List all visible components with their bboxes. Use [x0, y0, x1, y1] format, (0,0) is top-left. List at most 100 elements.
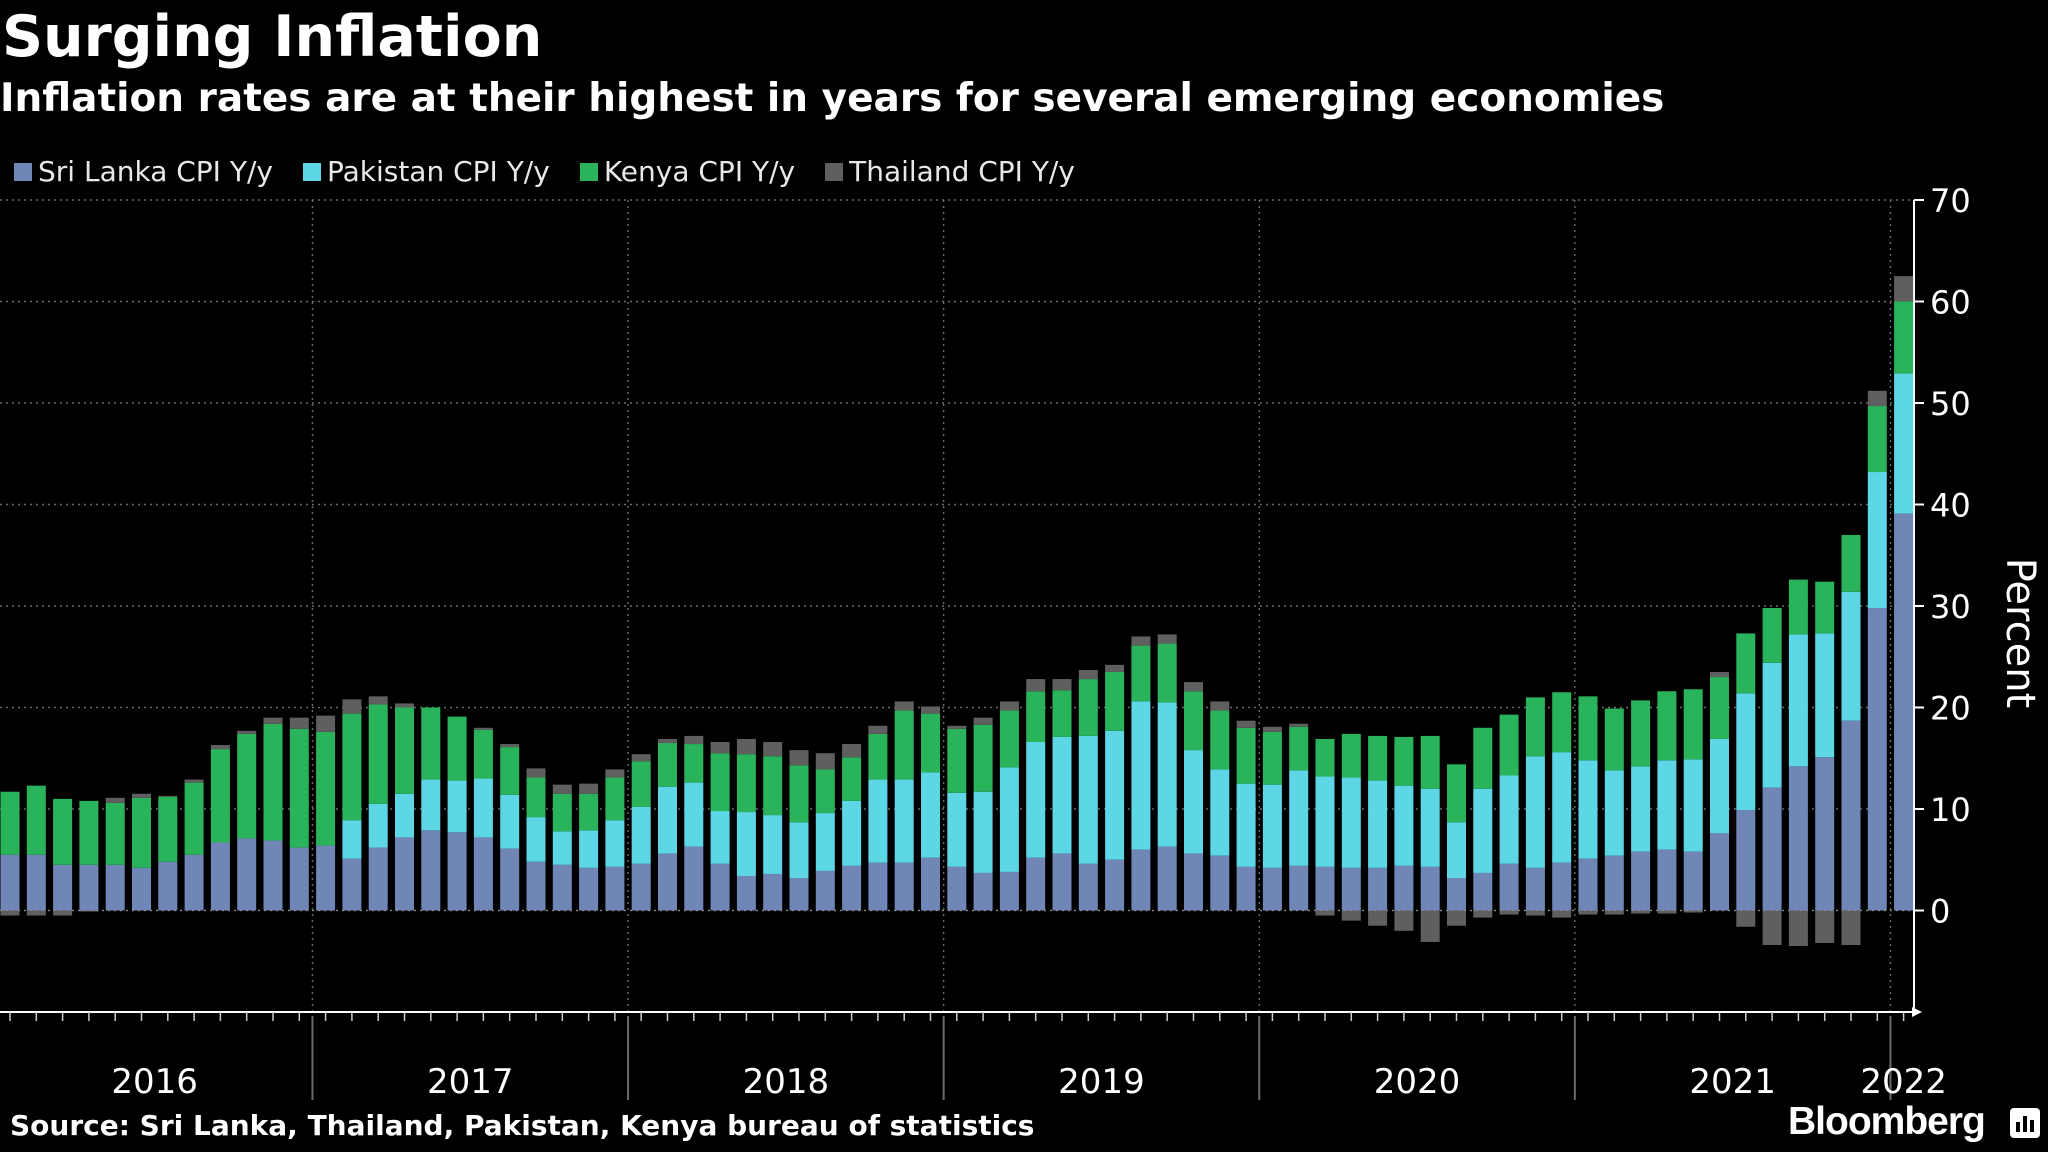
bar-segment: [1236, 720, 1256, 728]
bar-segment: [1289, 865, 1309, 911]
bar-segment: [789, 822, 809, 879]
bar-segment: [1867, 472, 1887, 609]
bar-segment: [605, 866, 625, 911]
bar-segment: [1841, 591, 1861, 721]
bar-segment: [1499, 775, 1519, 864]
legend-label: Pakistan CPI Y/y: [326, 155, 550, 188]
bar-segment: [79, 910, 99, 912]
bar-segment: [631, 863, 651, 911]
bar-segment: [1157, 634, 1177, 644]
bar-segment: [1210, 710, 1230, 770]
bar-segment: [342, 699, 362, 714]
bar-segment: [842, 865, 862, 911]
bar-segment: [1657, 849, 1677, 911]
bar-segment: [842, 800, 862, 866]
bar-segment: [842, 744, 862, 758]
bar-segment: [0, 910, 20, 916]
bar-segment: [368, 847, 388, 911]
bar-segment: [1736, 910, 1756, 927]
bar-segment: [1736, 810, 1756, 911]
bar-segment: [158, 795, 178, 797]
bar-segment: [1394, 736, 1414, 786]
bar-segment: [605, 777, 625, 821]
bar-segment: [1710, 833, 1729, 911]
x-axis-arrow: [1912, 1007, 1922, 1017]
bar-segment: [1394, 910, 1414, 931]
bar-segment: [1657, 691, 1677, 761]
bar-segment: [999, 767, 1019, 872]
bar-segment: [1052, 736, 1072, 854]
bar-segment: [1447, 910, 1466, 926]
bar-segment: [1894, 301, 1914, 374]
bar-segment: [1262, 731, 1282, 785]
y-tick-label: 10: [1930, 791, 1971, 829]
bar-segment: [1420, 735, 1440, 789]
bar-segment: [579, 793, 599, 831]
bar-segment: [1867, 390, 1887, 407]
bar-segment: [736, 812, 756, 876]
bar-segment: [1262, 867, 1282, 911]
bar-segment: [1184, 682, 1203, 692]
bar-segment: [1604, 855, 1624, 911]
bar-segment: [500, 848, 520, 911]
bar-segment: [1710, 677, 1729, 739]
bar-segment: [789, 765, 809, 823]
bar-segment: [868, 779, 888, 863]
bar-segment: [1368, 735, 1388, 781]
bar-segment: [605, 820, 625, 867]
x-year-label: 2019: [1058, 1062, 1145, 1100]
bar-segment: [710, 753, 730, 812]
bar-segment: [1394, 785, 1414, 866]
bar-segment: [53, 798, 73, 865]
bar-segment: [1105, 859, 1125, 911]
bar-segment: [1341, 910, 1361, 921]
bar-segment: [868, 862, 888, 911]
bar-segment: [316, 845, 336, 911]
bar-segment: [1236, 783, 1256, 867]
bar-segment: [1078, 679, 1098, 736]
bar-segment: [1341, 777, 1361, 868]
bar-segment: [184, 854, 204, 911]
bar-segment: [1631, 700, 1651, 767]
bar-segment: [1420, 866, 1440, 911]
bar-segment: [342, 713, 362, 821]
bar-segment: [1710, 738, 1729, 834]
bar-segment: [973, 724, 993, 792]
bar-segment: [1131, 701, 1151, 850]
bar-segment: [237, 733, 257, 839]
bar-segment: [447, 716, 467, 781]
bar-segment: [447, 832, 467, 911]
y-tick-label: 60: [1930, 284, 1971, 322]
bar-segment: [973, 872, 993, 911]
bar-segment: [1841, 534, 1861, 592]
bar-segment: [210, 749, 230, 843]
bar-segment: [1815, 757, 1835, 911]
bar-segment: [921, 706, 940, 714]
legend: Sri Lanka CPI Y/y Pakistan CPI Y/y Kenya C…: [14, 155, 1105, 188]
bar-segment: [763, 815, 783, 874]
bar-segment: [789, 878, 809, 911]
bar-segment: [1052, 679, 1072, 691]
bar-segment: [710, 811, 730, 864]
bar-segment: [1631, 851, 1651, 911]
bar-segment: [579, 867, 599, 911]
bar-segment: [1710, 671, 1729, 678]
bar-segment: [1289, 723, 1309, 727]
stacked-bar-chart: 0 10 20 30 40 50 60 70 2016 2017 2018 2019 2020 2021 2…: [0, 182, 1971, 1100]
bar-segment: [1026, 857, 1046, 911]
bar-segment: [789, 750, 809, 766]
bar-segment: [1762, 608, 1782, 663]
bar-segment: [79, 864, 99, 911]
bar-segment: [158, 796, 178, 862]
bar-segment: [473, 727, 493, 730]
bar-segment: [1552, 910, 1572, 918]
bar-segment: [1867, 406, 1887, 473]
bloomberg-logo: Bloomberg: [1788, 1100, 1986, 1143]
bar-segment: [53, 910, 73, 916]
bar-segment: [763, 742, 783, 757]
bar-segment: [500, 744, 520, 748]
bar-segment: [26, 910, 46, 916]
bar-segment: [868, 733, 888, 780]
bar-segment: [210, 842, 230, 911]
bar-segment: [1157, 702, 1177, 847]
